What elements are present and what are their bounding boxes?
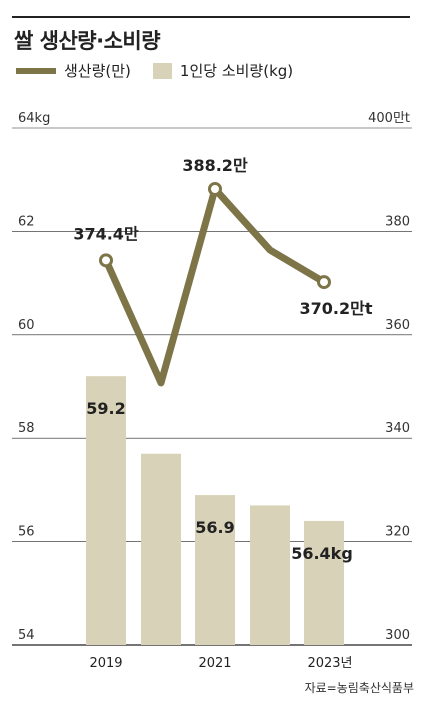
x-tick-label: 2019 <box>89 656 122 671</box>
bar-data-label: 59.2 <box>86 399 125 418</box>
line-data-label: 370.2만t <box>300 299 373 318</box>
consumption-bar <box>250 505 290 645</box>
consumption-bar <box>304 520 344 645</box>
source-note: 자료=농림축산식품부 <box>304 681 414 695</box>
y-right-tick-label: 360 <box>385 318 410 333</box>
y-left-tick-label: 62 <box>18 214 35 229</box>
y-left-tick-label: 54 <box>18 628 35 643</box>
legend-line-swatch <box>16 67 56 74</box>
legend-bar-label: 1인당 소비량(kg) <box>179 62 294 80</box>
production-line <box>102 185 328 387</box>
y-right-tick-label: 320 <box>385 525 410 540</box>
line-data-label: 374.4만 <box>73 224 139 243</box>
y-right-tick-label: 340 <box>385 421 410 436</box>
legend-bar-swatch <box>152 62 172 79</box>
legend: 생산량(만) 1인당 소비량(kg) <box>16 60 293 81</box>
top-rule <box>12 16 410 18</box>
consumption-bar <box>141 453 181 645</box>
y-right-tick-label: 380 <box>385 214 410 229</box>
y-right-tick-label: 300 <box>385 628 410 643</box>
production-point-marker <box>99 253 113 268</box>
line-data-label: 388.2만 <box>182 156 248 175</box>
production-point-marker <box>208 182 222 197</box>
bar-data-label: 56.9 <box>195 518 234 537</box>
y-left-tick-label: 64kg <box>18 111 50 126</box>
production-point-marker <box>317 275 331 290</box>
legend-line-label: 생산량(만) <box>64 62 131 80</box>
y-left-tick-label: 58 <box>18 421 35 436</box>
x-tick-label: 2021 <box>198 656 231 671</box>
x-tick-label: 2023년 <box>307 656 352 671</box>
y-right-tick-label: 400만t <box>368 111 410 126</box>
y-left-tick-label: 60 <box>18 318 35 333</box>
y-left-tick-label: 56 <box>18 525 35 540</box>
consumption-bar <box>195 495 235 645</box>
bar-data-label: 56.4kg <box>291 544 353 563</box>
consumption-bar <box>86 376 126 645</box>
chart-title: 쌀 생산량·소비량 <box>14 29 161 53</box>
